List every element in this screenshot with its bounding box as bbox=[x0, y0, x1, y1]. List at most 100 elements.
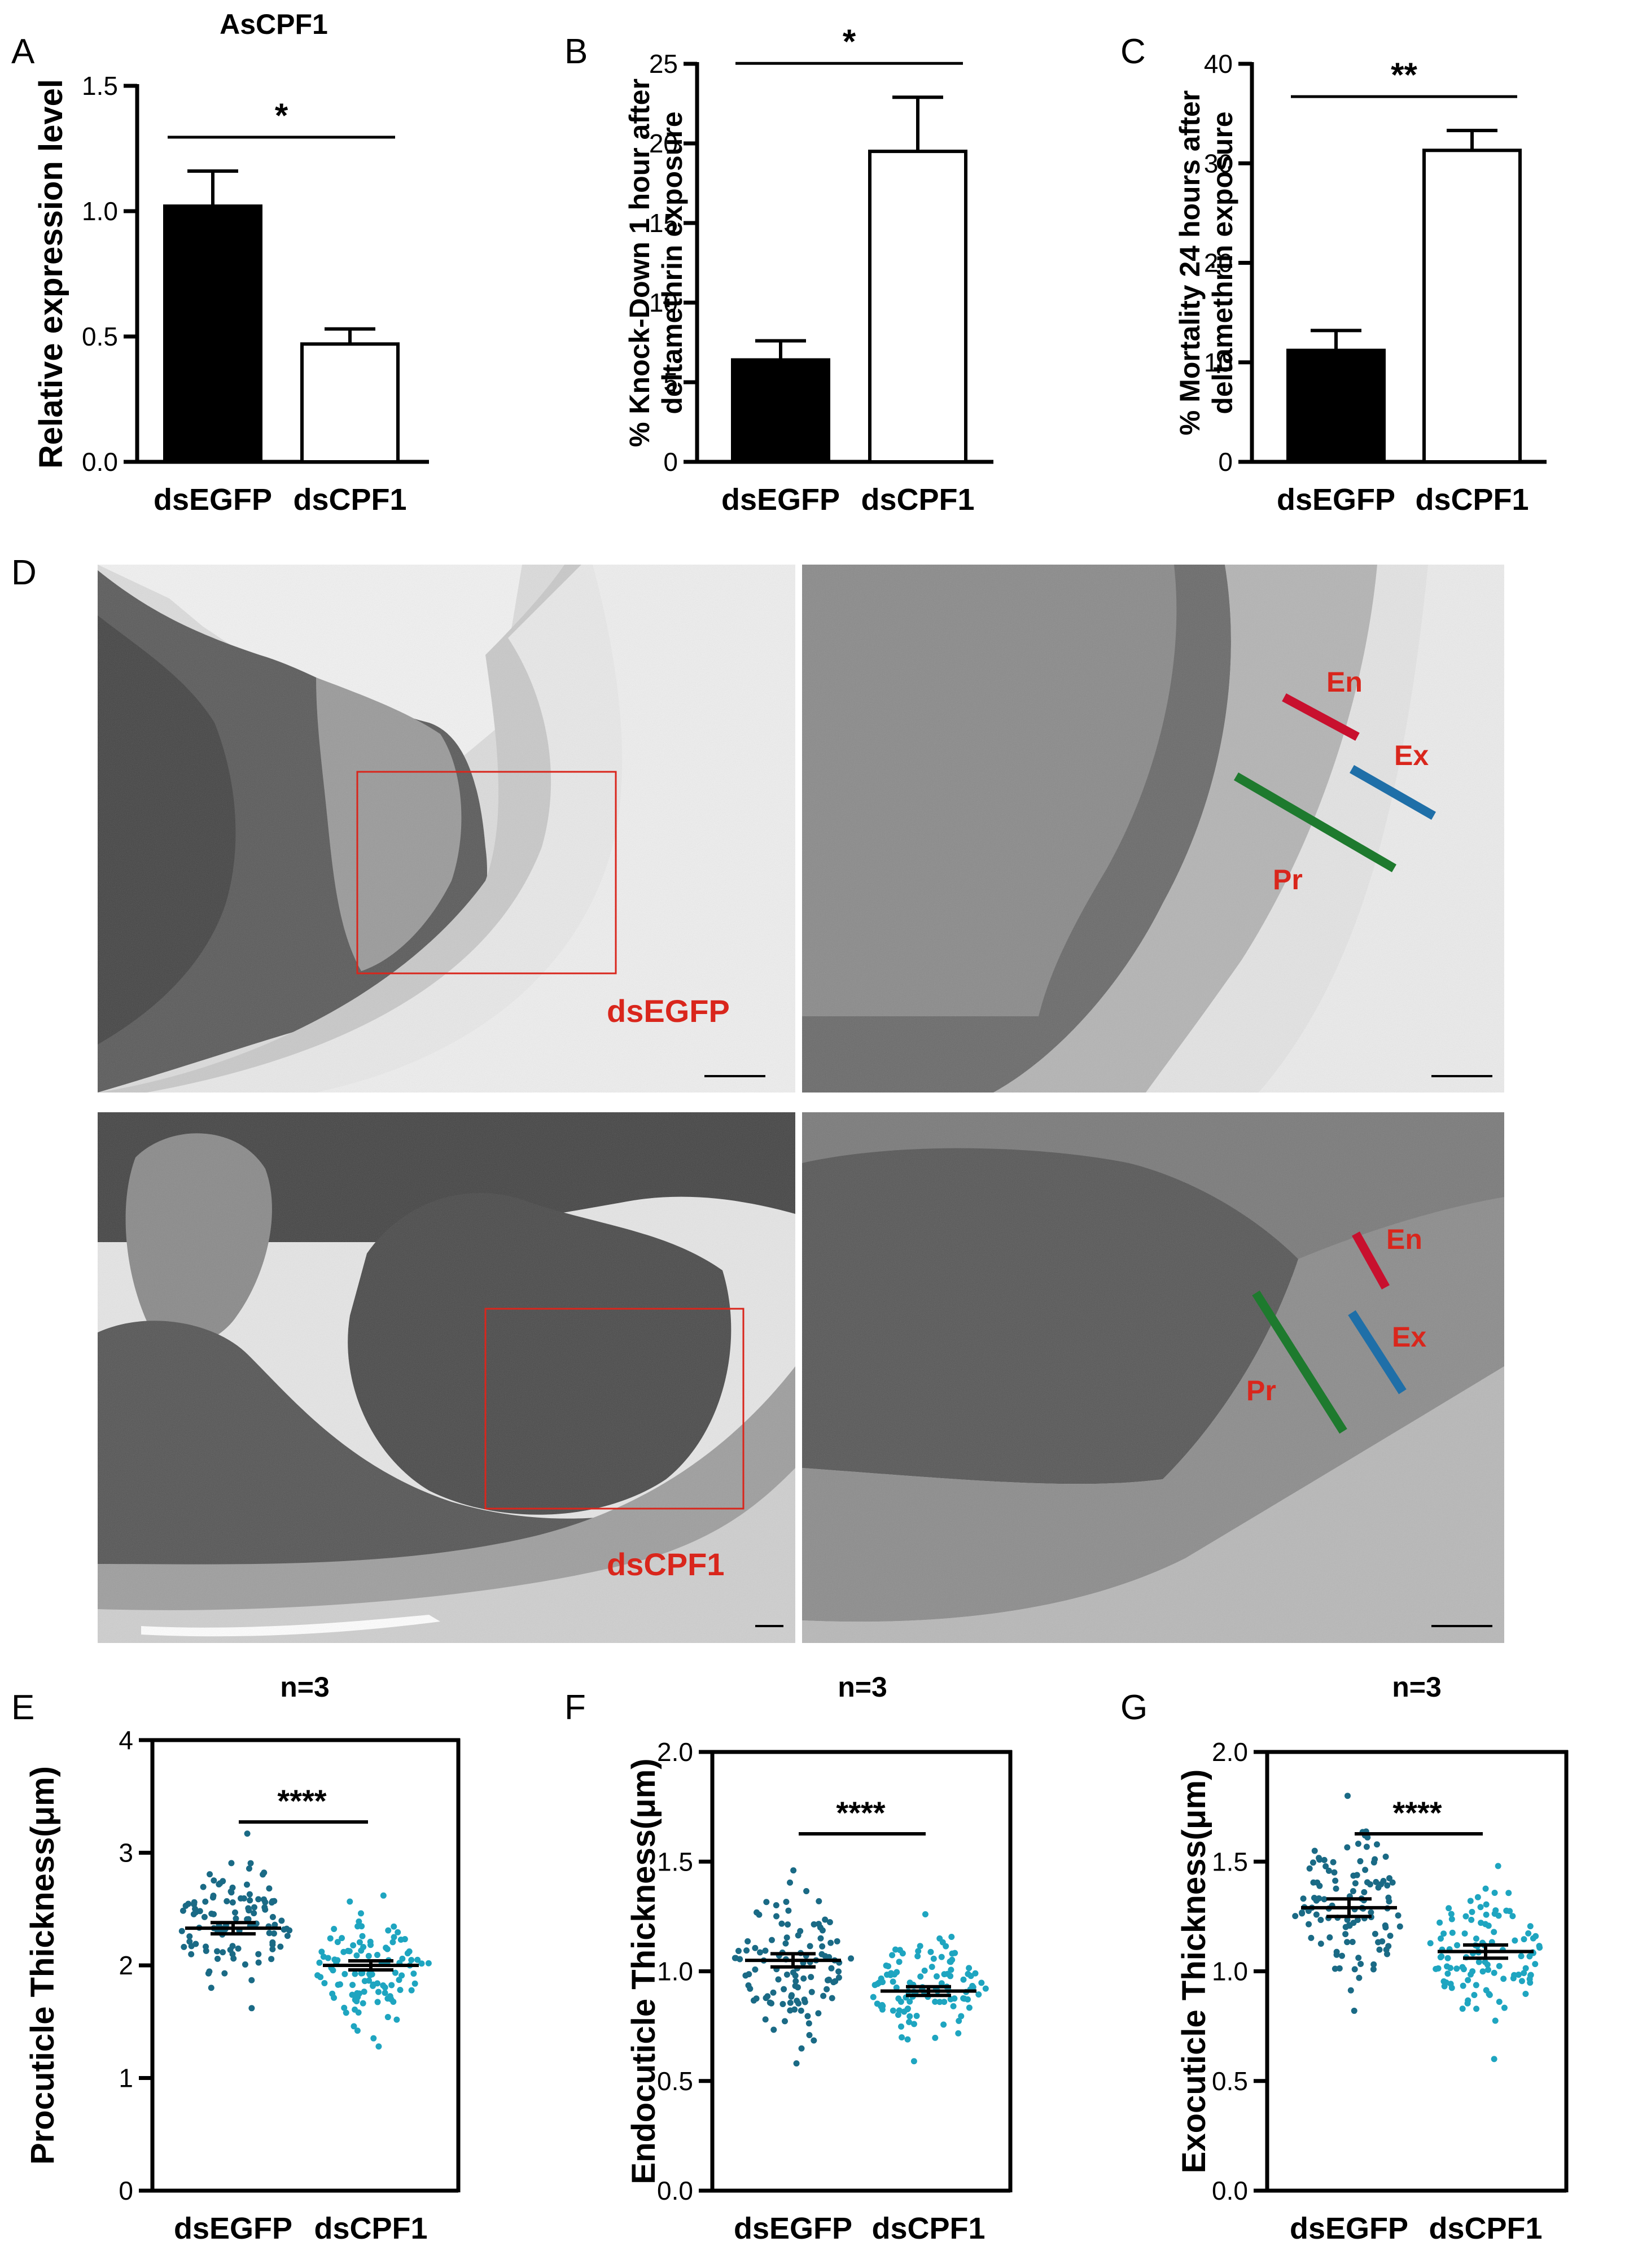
data-point bbox=[334, 1939, 341, 1946]
data-point bbox=[271, 1921, 278, 1928]
data-point bbox=[906, 1998, 913, 2005]
data-point bbox=[767, 1999, 773, 2006]
data-point bbox=[848, 1955, 855, 1962]
y-tick-label: 0 bbox=[663, 447, 678, 477]
data-point bbox=[874, 2000, 881, 2007]
data-point bbox=[1437, 1954, 1444, 1961]
data-point bbox=[214, 1955, 221, 1962]
significance-marker: ** bbox=[1391, 56, 1417, 94]
y-tick-label: 40 bbox=[1204, 49, 1233, 78]
bar bbox=[163, 204, 262, 464]
data-point bbox=[1495, 1912, 1502, 1919]
data-point bbox=[943, 1943, 949, 1950]
data-point bbox=[803, 1888, 810, 1895]
data-point bbox=[819, 1943, 826, 1950]
data-point bbox=[1317, 1917, 1324, 1924]
data-point bbox=[895, 2012, 901, 2018]
data-point bbox=[1333, 1885, 1339, 1892]
data-point bbox=[835, 1968, 842, 1975]
data-point bbox=[211, 1911, 217, 1917]
data-point bbox=[915, 1948, 922, 1955]
data-point bbox=[392, 1969, 398, 1976]
data-point bbox=[938, 1954, 945, 1960]
data-point bbox=[382, 1984, 388, 1991]
data-point bbox=[787, 1999, 794, 2006]
y-tick-label: 0.5 bbox=[657, 2066, 693, 2096]
data-point bbox=[1363, 1843, 1370, 1850]
data-point bbox=[1331, 1869, 1338, 1876]
data-point bbox=[278, 1917, 285, 1924]
x-tick-label: dsCPF1 bbox=[1415, 483, 1528, 517]
data-point bbox=[1292, 1913, 1299, 1920]
data-point bbox=[330, 1967, 336, 1974]
data-point bbox=[956, 2017, 962, 2024]
data-point bbox=[910, 2021, 917, 2027]
data-point bbox=[805, 2020, 812, 2027]
data-point bbox=[227, 1947, 234, 1954]
data-point bbox=[336, 1981, 343, 1988]
data-point bbox=[370, 1982, 376, 1989]
x-tick-label: dsCPF1 bbox=[314, 2212, 427, 2245]
data-point bbox=[819, 1927, 826, 1934]
data-point bbox=[268, 1956, 275, 1963]
data-point bbox=[754, 1909, 760, 1916]
y-axis-label: Procuticle Thickness(μm) bbox=[24, 1766, 61, 2165]
data-point bbox=[806, 2032, 813, 2039]
data-point bbox=[414, 1956, 421, 1963]
data-point bbox=[327, 1935, 334, 1942]
data-point bbox=[932, 1998, 939, 2005]
data-point bbox=[221, 1970, 228, 1977]
data-point bbox=[737, 1956, 743, 1963]
data-point bbox=[374, 1951, 380, 1958]
data-point bbox=[354, 2027, 361, 2034]
significance-marker: * bbox=[275, 97, 288, 134]
data-point bbox=[1453, 1965, 1460, 1972]
data-point bbox=[331, 1925, 338, 1932]
data-point bbox=[384, 2014, 391, 2021]
data-point bbox=[1468, 1916, 1475, 1923]
data-point bbox=[1465, 1997, 1471, 2004]
data-point bbox=[408, 1956, 415, 1963]
data-point bbox=[892, 1946, 899, 1953]
data-point bbox=[207, 1871, 213, 1878]
data-point bbox=[1372, 1930, 1378, 1937]
panel-letter-a: A bbox=[11, 32, 35, 71]
data-point bbox=[1486, 1991, 1493, 1998]
y-tick-label: 1.0 bbox=[657, 1957, 693, 1986]
data-point bbox=[375, 1989, 382, 1995]
bar bbox=[868, 150, 967, 464]
data-point bbox=[1500, 1976, 1507, 1982]
y-tick-label: 5 bbox=[663, 368, 678, 397]
data-point bbox=[266, 1930, 273, 1937]
data-point bbox=[228, 1860, 235, 1867]
y-tick-label: 25 bbox=[649, 49, 678, 78]
data-point bbox=[246, 1891, 253, 1898]
data-point bbox=[277, 1943, 284, 1950]
x-tick-label: dsEGFP bbox=[154, 483, 272, 517]
data-point bbox=[1349, 1939, 1356, 1946]
data-point bbox=[1370, 1961, 1377, 1968]
data-point bbox=[1309, 1859, 1316, 1866]
layer-marker-ex-dscpf1 bbox=[1348, 1310, 1407, 1395]
data-point bbox=[1386, 1875, 1393, 1882]
data-point bbox=[1477, 1904, 1484, 1911]
data-point bbox=[934, 1973, 940, 1979]
data-point bbox=[228, 1889, 235, 1896]
data-point bbox=[389, 1939, 396, 1946]
data-point bbox=[186, 1933, 193, 1940]
data-point bbox=[366, 1977, 373, 1984]
data-point bbox=[940, 2021, 947, 2028]
data-point bbox=[1536, 1944, 1543, 1951]
data-point bbox=[978, 1979, 985, 1986]
x-tick-label: dsEGFP bbox=[1277, 483, 1395, 517]
data-point bbox=[745, 1982, 752, 1989]
data-point bbox=[1473, 1982, 1479, 1989]
data-point bbox=[779, 2001, 786, 2008]
significance-marker: * bbox=[843, 23, 856, 60]
data-point bbox=[1521, 1936, 1527, 1943]
data-point bbox=[1446, 1905, 1452, 1912]
data-point bbox=[1483, 1911, 1490, 1918]
data-point bbox=[1483, 1901, 1490, 1908]
